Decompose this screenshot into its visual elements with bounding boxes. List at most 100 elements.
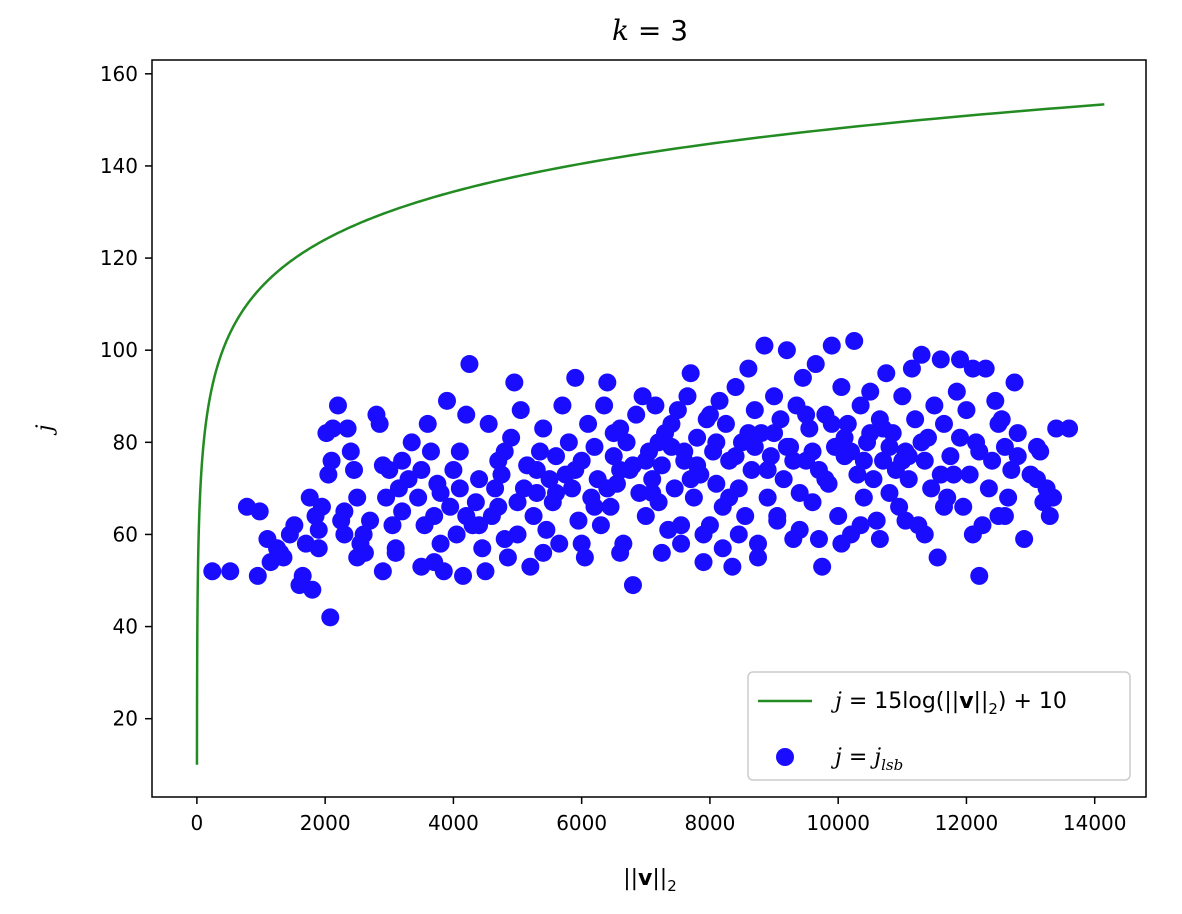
scatter-point xyxy=(707,474,726,493)
scatter-point xyxy=(822,336,841,355)
scatter-point xyxy=(931,350,950,369)
scatter-point xyxy=(739,359,758,378)
y-axis-label: j xyxy=(33,424,58,436)
scatter-point xyxy=(248,566,267,585)
scatter-point xyxy=(665,479,684,498)
scatter-point xyxy=(803,493,822,512)
scatter-point xyxy=(784,451,803,470)
scatter-point xyxy=(745,401,764,420)
scatter-point xyxy=(813,557,832,576)
scatter-point xyxy=(492,465,511,484)
scatter-point xyxy=(553,396,572,415)
scatter-point xyxy=(752,424,771,443)
scatter-point xyxy=(880,483,899,502)
scatter-point xyxy=(470,470,489,489)
scatter-point xyxy=(285,516,304,535)
scatter-point xyxy=(345,460,364,479)
scatter-point xyxy=(527,483,546,502)
scatter-point xyxy=(925,396,944,415)
scatter-point xyxy=(822,414,841,433)
scatter-point xyxy=(944,465,963,484)
x-tick-label: 4000 xyxy=(428,811,479,835)
scatter-point xyxy=(566,368,585,387)
scatter-point xyxy=(954,497,973,516)
scatter-point xyxy=(312,497,331,516)
scatter-point xyxy=(361,511,380,530)
scatter-point xyxy=(547,447,566,466)
scatter-point xyxy=(550,534,569,553)
scatter-point xyxy=(338,419,357,438)
scatter-point xyxy=(896,511,915,530)
scatter-point xyxy=(572,534,591,553)
scatter-point xyxy=(473,539,492,558)
scatter-point xyxy=(1031,442,1050,461)
scatter-point xyxy=(681,470,700,489)
scatter-point xyxy=(989,414,1008,433)
scatter-point xyxy=(203,562,222,581)
scatter-point xyxy=(899,447,918,466)
scatter-point xyxy=(688,428,707,447)
scatter-point xyxy=(736,507,755,526)
scatter-point xyxy=(970,442,989,461)
scatter-point xyxy=(742,460,761,479)
scatter-point xyxy=(524,507,543,526)
scatter-point xyxy=(1002,460,1021,479)
scatter-point xyxy=(373,562,392,581)
x-tick-label: 10000 xyxy=(806,811,870,835)
scatter-point xyxy=(421,442,440,461)
scatter-point xyxy=(598,479,617,498)
scatter-point xyxy=(521,557,540,576)
scatter-point xyxy=(758,488,777,507)
scatter-point xyxy=(402,433,421,452)
scatter-point xyxy=(870,530,889,549)
scatter-point xyxy=(877,364,896,383)
scatter-point xyxy=(630,483,649,502)
scatter-point xyxy=(707,433,726,452)
scatter-point xyxy=(601,497,620,516)
scatter-point xyxy=(874,451,893,470)
scatter-point xyxy=(633,387,652,406)
scatter-point xyxy=(1015,530,1034,549)
scatter-point xyxy=(604,424,623,443)
scatter-point xyxy=(720,488,739,507)
scatter-point xyxy=(800,419,819,438)
scatter-point xyxy=(502,428,521,447)
scatter-point xyxy=(569,511,588,530)
scatter-point xyxy=(755,336,774,355)
scatter-point xyxy=(854,451,873,470)
scatter-point xyxy=(979,479,998,498)
x-tick-label: 6000 xyxy=(556,811,607,835)
legend: j = 15log(||v||2) + 10 j = jlsb xyxy=(747,671,1131,781)
scatter-point xyxy=(761,447,780,466)
scatter-point xyxy=(986,391,1005,410)
scatter-point xyxy=(623,576,642,595)
scatter-point xyxy=(373,456,392,475)
scatter-point xyxy=(890,497,909,516)
legend-line-label: j = 15log(||v||2) + 10 xyxy=(830,689,1067,718)
scatter-point xyxy=(300,488,319,507)
line-layer xyxy=(195,103,1105,765)
scatter-point xyxy=(963,525,982,544)
scatter-point xyxy=(970,566,989,585)
scatter-point xyxy=(611,543,630,562)
scatter-point xyxy=(321,608,340,627)
scatter-point xyxy=(931,465,950,484)
y-tick-label: 140 xyxy=(100,154,138,178)
scatter-point xyxy=(479,414,498,433)
y-tick-label: 40 xyxy=(113,615,138,639)
scatter-point xyxy=(547,483,566,502)
scatter-point xyxy=(559,433,578,452)
scatter-point xyxy=(771,410,790,429)
scatter-point xyxy=(749,548,768,567)
scatter-point xyxy=(354,525,373,544)
y-tick-label: 160 xyxy=(100,62,138,86)
scatter-point xyxy=(716,414,735,433)
scatter-point xyxy=(530,442,549,461)
scatter-point xyxy=(983,451,1002,470)
scatter-point xyxy=(271,543,290,562)
x-tick-label: 14000 xyxy=(1063,811,1127,835)
scatter-point xyxy=(777,437,796,456)
scatter-point xyxy=(790,483,809,502)
scatter-point xyxy=(668,401,687,420)
